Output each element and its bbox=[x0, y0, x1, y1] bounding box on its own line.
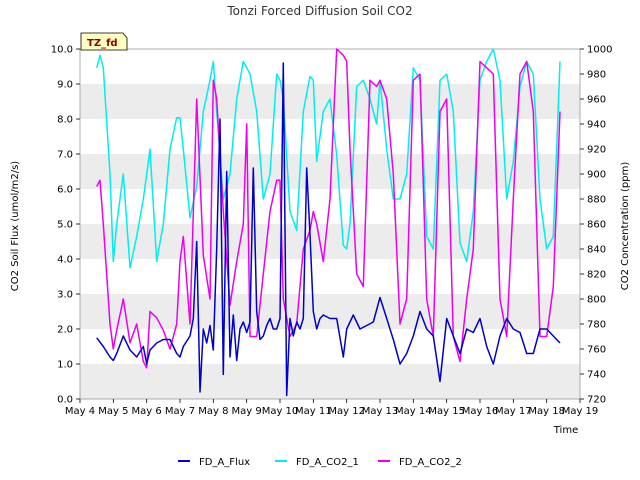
grid-band bbox=[80, 224, 580, 259]
x-tick-label: May 6 bbox=[132, 406, 162, 417]
x-tick-label: May 12 bbox=[328, 406, 365, 417]
y-left-tick-label: 0.0 bbox=[57, 395, 73, 406]
series-line-fd-a-flux bbox=[96, 62, 561, 397]
x-tick-label: May 18 bbox=[528, 406, 565, 417]
y-right-tick-label: 740 bbox=[587, 370, 606, 381]
y-left-tick-label: 8.0 bbox=[57, 115, 73, 126]
tz-annotation: TZ_fd bbox=[80, 32, 128, 51]
tz-annotation-box bbox=[80, 32, 128, 51]
y-right-tick-label: 780 bbox=[587, 320, 606, 331]
x-axis: May 4 May 5 May 6 May 7 May 8 May 9 May 10May … bbox=[65, 399, 598, 417]
y-right-tick-label: 800 bbox=[587, 295, 606, 306]
legend-label: FD_A_CO2_1 bbox=[296, 457, 359, 468]
y-left-tick-label: 2.0 bbox=[57, 325, 73, 336]
x-tick-label: May 4 bbox=[65, 406, 95, 417]
y-axis-left: 0.0 1.0 2.0 3.0 4.0 5.0 6.0 7.0 8.0 9.0 10.0 bbox=[51, 45, 80, 406]
grid-band bbox=[80, 364, 580, 399]
x-tick-label: May 10 bbox=[262, 406, 299, 417]
x-tick-label: May 17 bbox=[495, 406, 532, 417]
y-right-tick-label: 840 bbox=[587, 245, 606, 256]
y-right-tick-label: 760 bbox=[587, 345, 606, 356]
y-left-tick-label: 7.0 bbox=[57, 150, 73, 161]
x-axis-title: Time bbox=[553, 425, 578, 436]
chart-title: Tonzi Forced Diffusion Soil CO2 bbox=[226, 4, 412, 18]
y-right-tick-label: 1000 bbox=[587, 45, 612, 56]
legend-label: FD_A_CO2_2 bbox=[399, 457, 462, 468]
series-line-fd-a-co2-1 bbox=[95, 48, 561, 269]
y-right-tick-label: 860 bbox=[587, 220, 606, 231]
y-axis-right: 720 740 760 780 800 820 840 860 880 900 920 940 960 9… bbox=[580, 45, 612, 406]
y-left-tick-label: 5.0 bbox=[57, 220, 73, 231]
series-layer bbox=[95, 48, 561, 397]
legend-label: FD_A_Flux bbox=[199, 457, 250, 468]
x-tick-label: May 13 bbox=[362, 406, 399, 417]
y-right-tick-label: 900 bbox=[587, 170, 606, 181]
legend: FD_A_Flux FD_A_CO2_1 FD_A_CO2_2 bbox=[178, 457, 462, 468]
y-right-tick-label: 920 bbox=[587, 145, 606, 156]
x-tick-label: May 19 bbox=[562, 406, 599, 417]
x-tick-label: May 9 bbox=[232, 406, 262, 417]
x-tick-label: May 11 bbox=[295, 406, 332, 417]
x-tick-label: May 14 bbox=[395, 406, 432, 417]
y-axis-right-title: CO2 Concentration (ppm) bbox=[620, 162, 631, 291]
x-tick-label: May 7 bbox=[165, 406, 195, 417]
y-right-tick-label: 880 bbox=[587, 195, 606, 206]
y-left-tick-label: 9.0 bbox=[57, 80, 73, 91]
y-left-tick-label: 10.0 bbox=[51, 45, 73, 56]
tz-annotation-label: TZ_fd bbox=[87, 38, 118, 49]
y-right-tick-label: 960 bbox=[587, 95, 606, 106]
y-left-tick-label: 3.0 bbox=[57, 290, 73, 301]
series-line-fd-a-co2-2 bbox=[96, 48, 561, 369]
y-axis-left-title: CO2 Soil Flux (umol/m2/s) bbox=[10, 161, 21, 291]
x-tick-label: May 8 bbox=[198, 406, 228, 417]
x-tick-label: May 15 bbox=[428, 406, 465, 417]
y-right-tick-label: 720 bbox=[587, 395, 606, 406]
y-right-tick-label: 820 bbox=[587, 270, 606, 281]
y-right-tick-label: 980 bbox=[587, 70, 606, 81]
y-left-tick-label: 1.0 bbox=[57, 360, 73, 371]
y-right-tick-label: 940 bbox=[587, 120, 606, 131]
x-tick-label: May 16 bbox=[462, 406, 499, 417]
y-left-tick-label: 4.0 bbox=[57, 255, 73, 266]
y-left-tick-label: 6.0 bbox=[57, 185, 73, 196]
x-tick-label: May 5 bbox=[98, 406, 128, 417]
grid-band bbox=[80, 294, 580, 329]
